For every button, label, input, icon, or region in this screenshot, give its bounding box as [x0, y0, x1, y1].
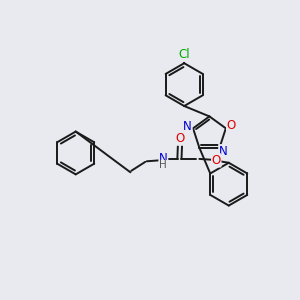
Text: O: O: [212, 154, 221, 167]
Text: H: H: [160, 160, 167, 170]
Text: Cl: Cl: [178, 48, 190, 62]
Text: N: N: [219, 145, 227, 158]
Text: O: O: [226, 119, 236, 132]
Text: O: O: [176, 132, 184, 145]
Text: N: N: [159, 152, 168, 165]
Text: N: N: [183, 120, 192, 133]
